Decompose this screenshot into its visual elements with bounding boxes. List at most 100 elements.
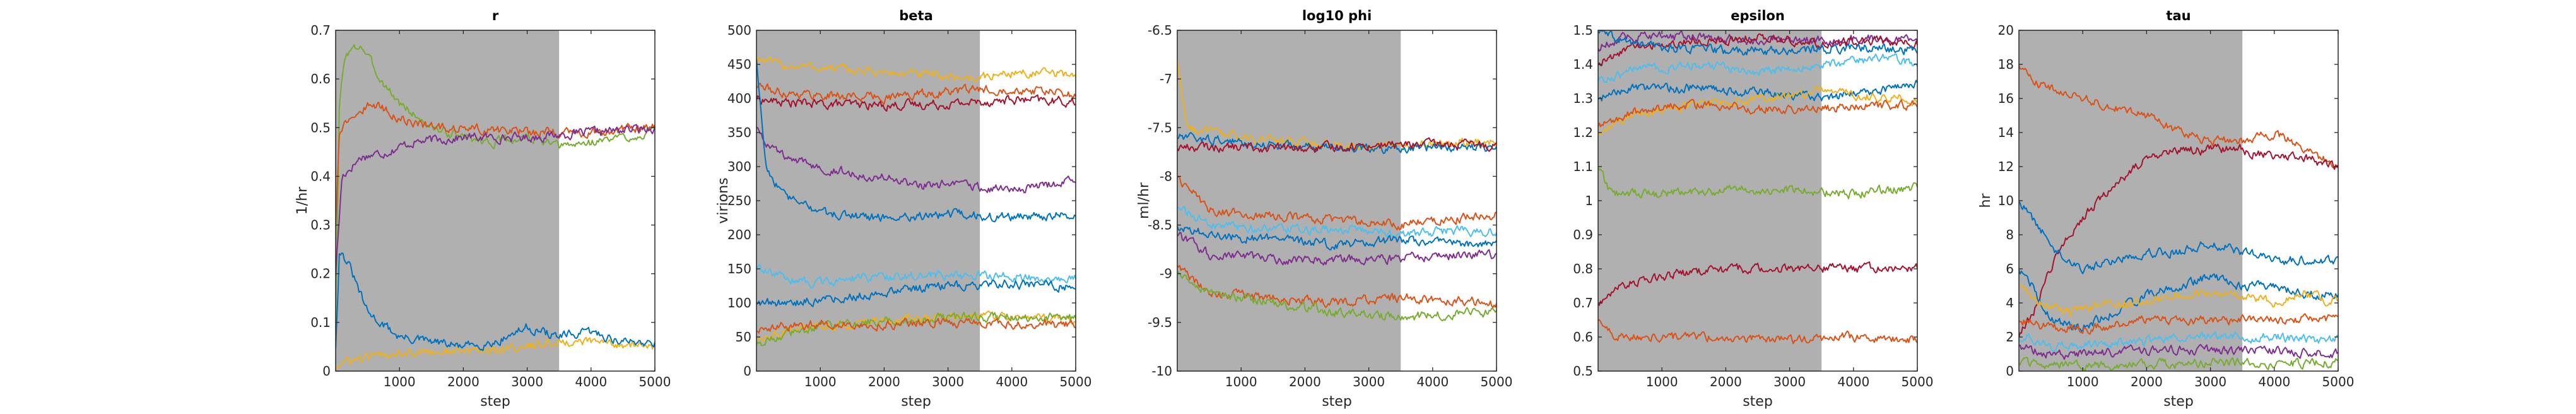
x-tick-label: 3000 [1773,374,1806,389]
x-tick-label: 1000 [384,374,416,389]
y-tick-label: 4 [2006,295,2014,310]
series-line [756,126,1076,194]
series-line [756,59,1076,223]
y-tick-label: 18 [1998,57,2014,72]
y-tick-label: 0 [322,364,331,379]
series-group [1598,30,1917,345]
y-tick-label: -8 [1160,169,1172,184]
x-tick-label: 1000 [804,374,837,389]
y-tick-label: 100 [727,295,751,310]
y-tick-label: 300 [727,159,751,174]
x-tick-label: 1000 [1225,374,1257,389]
series-line [756,83,1076,105]
y-tick-label: 0.7 [1573,295,1593,310]
y-tick-label: 0.7 [310,23,331,38]
x-tick-label: 5000 [639,374,671,389]
y-tick-label: -9.5 [1148,315,1172,330]
y-tick-label: 0.2 [310,266,331,281]
y-tick-label: 2 [2006,329,2014,345]
x-tick-label: 2000 [1710,374,1742,389]
x-tick-label: 2000 [1289,374,1321,389]
series-group [2019,64,2338,371]
burn-in-region [1598,30,1822,371]
y-tick-label: 250 [727,193,751,208]
series-line [2019,313,2338,335]
series-line [1177,175,1497,231]
x-tick-label: 2000 [2131,374,2163,389]
series-line [1598,261,1917,306]
y-tick-label: 0.1 [310,315,331,330]
series-line [1177,137,1497,153]
series-line [1177,271,1497,322]
x-tick-label: 4000 [996,374,1028,389]
y-tick-label: 350 [727,125,751,140]
y-tick-label: 6 [2006,261,2014,276]
chart-title: log10 phi [1302,8,1372,23]
x-tick-label: 2000 [447,374,479,389]
y-tick-label: 400 [727,91,751,106]
y-tick-label: 12 [1998,159,2014,174]
series-line [1177,232,1497,266]
y-tick-label: 0.8 [1573,261,1593,276]
axes-box [1177,30,1497,372]
x-axis-label: step [480,394,510,410]
y-axis-label: hr [1978,193,1994,208]
series-line [1598,33,1917,66]
y-tick-label: 0 [743,364,751,379]
x-tick-label: 4000 [2258,374,2290,389]
burn-in-region [2019,30,2243,371]
x-tick-label: 1000 [2067,374,2099,389]
series-line [1598,98,1917,127]
series-line [2019,64,2338,169]
x-tick-label: 5000 [1481,374,1513,389]
series-line [756,94,1076,112]
series-line [1598,85,1917,136]
x-tick-label: 4000 [575,374,607,389]
y-tick-label: 0 [2006,364,2014,379]
x-axis-label: step [901,394,931,410]
series-group [336,44,655,369]
y-tick-label: 1.3 [1573,91,1593,106]
x-tick-label: 1000 [1646,374,1678,389]
chart-title: beta [899,8,932,23]
x-tick-label: 4000 [1416,374,1449,389]
y-tick-label: 200 [727,227,751,242]
x-axis-label: step [1743,394,1773,410]
chart-4: 1000 2000 3000 4000 5000 0 2 4 6 8 10 12 14 16 18 20 tau… [1978,8,2354,410]
series-line [2019,201,2338,275]
y-tick-label: 14 [1998,125,2014,140]
y-axis-label: 1/hr [295,186,310,215]
y-tick-label: -6.5 [1148,23,1172,38]
series-line [336,124,655,276]
x-tick-label: 3000 [932,374,964,389]
x-tick-label: 5000 [2322,374,2355,389]
x-axis-label: step [1322,394,1352,410]
series-group [756,56,1076,346]
series-line [1598,30,1917,56]
y-tick-label: 500 [727,23,751,38]
series-line [1598,319,1917,345]
y-tick-label: 10 [1998,193,2014,208]
y-tick-label: 8 [2006,227,2014,242]
y-tick-label: 0.6 [1573,329,1593,345]
series-line [336,252,655,352]
series-line [1598,167,1917,199]
y-tick-label: 1.5 [1573,23,1593,38]
series-line [756,317,1076,334]
series-line [1177,226,1497,251]
series-line [756,56,1076,83]
x-tick-label: 2000 [868,374,900,389]
x-tick-label: 3000 [2194,374,2226,389]
chart-1: 1000 2000 3000 4000 5000 0 50 100 150 200 250 300 35… [715,8,1091,410]
x-axis-label: step [2163,394,2194,410]
y-tick-label: 16 [1998,91,2014,106]
y-tick-label: 1.1 [1573,159,1593,174]
series-line [2019,344,2338,360]
x-tick-label: 3000 [511,374,543,389]
y-tick-label: -7 [1160,71,1172,86]
y-tick-label: 150 [727,261,751,276]
y-tick-label: 0.4 [310,169,331,184]
series-line [2019,143,2338,338]
series-group [1177,61,1497,322]
y-tick-label: 20 [1998,23,2014,38]
